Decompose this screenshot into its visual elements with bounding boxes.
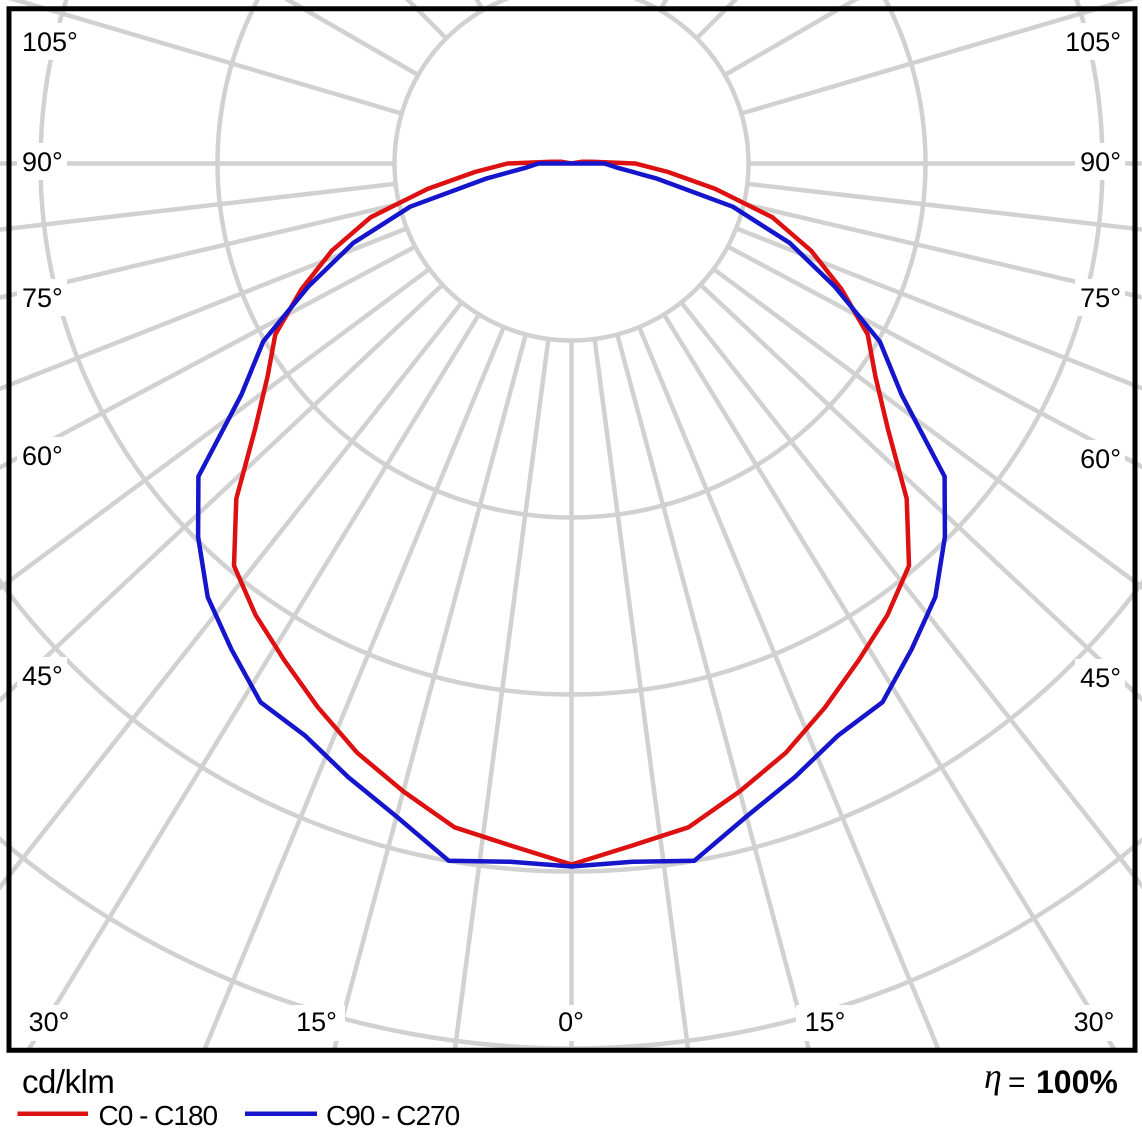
svg-text:cd/klm: cd/klm [22,1063,114,1100]
svg-text:90°: 90° [1080,147,1121,177]
svg-text:=: = [1008,1066,1026,1099]
svg-text:75°: 75° [1080,283,1121,313]
svg-text:15°: 15° [296,1007,337,1037]
svg-text:105°: 105° [22,27,78,57]
svg-text:45°: 45° [22,661,63,691]
svg-text:75°: 75° [22,283,63,313]
svg-text:30°: 30° [1074,1007,1115,1037]
svg-text:60°: 60° [1080,444,1121,474]
svg-text:100%: 100% [1036,1064,1118,1100]
svg-text:105°: 105° [1065,27,1121,57]
svg-text:45°: 45° [1080,663,1121,693]
svg-text:C0 - C180: C0 - C180 [99,1100,218,1131]
svg-text:30°: 30° [29,1007,70,1037]
svg-text:η: η [984,1056,1002,1096]
svg-text:0°: 0° [558,1007,584,1037]
svg-text:C90 - C270: C90 - C270 [326,1100,460,1131]
svg-text:90°: 90° [22,147,63,177]
svg-text:15°: 15° [805,1007,846,1037]
svg-text:60°: 60° [22,441,63,471]
